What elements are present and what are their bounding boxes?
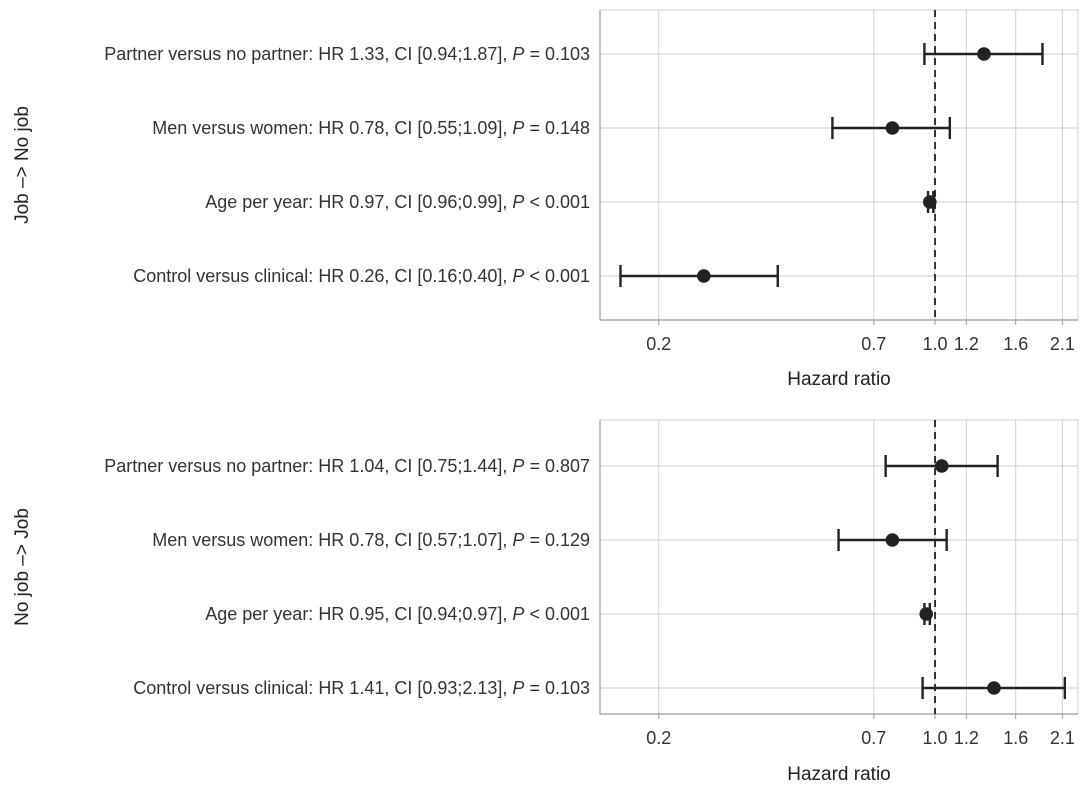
row-label-1: Partner versus no partner: HR 1.33, CI […: [104, 44, 590, 64]
x-tick-label-2: 1.0: [923, 334, 948, 354]
hr-point-4: [987, 681, 1001, 695]
row-label-1: Partner versus no partner: HR 1.04, CI […: [104, 456, 590, 476]
row-label-2: Men versus women: HR 0.78, CI [0.57;1.07…: [152, 530, 590, 550]
row-label-4: Control versus clinical: HR 0.26, CI [0.…: [133, 266, 590, 286]
row-label-2: Men versus women: HR 0.78, CI [0.55;1.09…: [152, 118, 590, 138]
hr-point-3: [923, 195, 937, 209]
row-label-3: Age per year: HR 0.95, CI [0.94;0.97], P…: [205, 604, 590, 624]
x-tick-label-0: 0.2: [646, 728, 671, 748]
hr-point-4: [697, 269, 711, 283]
x-tick-label-1: 0.7: [861, 728, 886, 748]
hr-point-2: [885, 533, 900, 547]
x-tick-label-5: 2.1: [1050, 728, 1075, 748]
x-tick-label-3: 1.2: [954, 334, 979, 354]
x-tick-label-4: 1.6: [1003, 728, 1028, 748]
hr-point-3: [919, 607, 934, 621]
hr-point-1: [934, 459, 949, 473]
row-label-4: Control versus clinical: HR 1.41, CI [0.…: [133, 678, 590, 698]
x-axis-title: Hazard ratio: [787, 764, 891, 785]
x-tick-label-0: 0.2: [646, 334, 671, 354]
panel-strip-label: No job –> Job: [12, 508, 33, 626]
x-tick-label-5: 2.1: [1050, 334, 1075, 354]
panel-strip-label: Job –> No job: [12, 106, 33, 224]
hr-point-1: [977, 47, 991, 61]
panel-frame: [599, 419, 1079, 715]
x-tick-label-3: 1.2: [954, 728, 979, 748]
x-tick-label-1: 0.7: [861, 334, 886, 354]
panel-frame: [599, 9, 1079, 321]
x-tick-label-4: 1.6: [1003, 334, 1028, 354]
hr-point-2: [885, 121, 900, 135]
x-tick-label-2: 1.0: [923, 728, 948, 748]
x-axis-title: Hazard ratio: [787, 369, 891, 390]
panel-2: 0.2 0.7 1.0 1.2 1.6 2.1 Hazard ratio No job –> …: [12, 419, 1079, 785]
row-label-3: Age per year: HR 0.97, CI [0.96;0.99], P…: [205, 192, 590, 212]
panel-1: 0.2 0.7 1.0 1.2 1.6 2.1 Hazard ratio Job –> No …: [12, 9, 1079, 390]
